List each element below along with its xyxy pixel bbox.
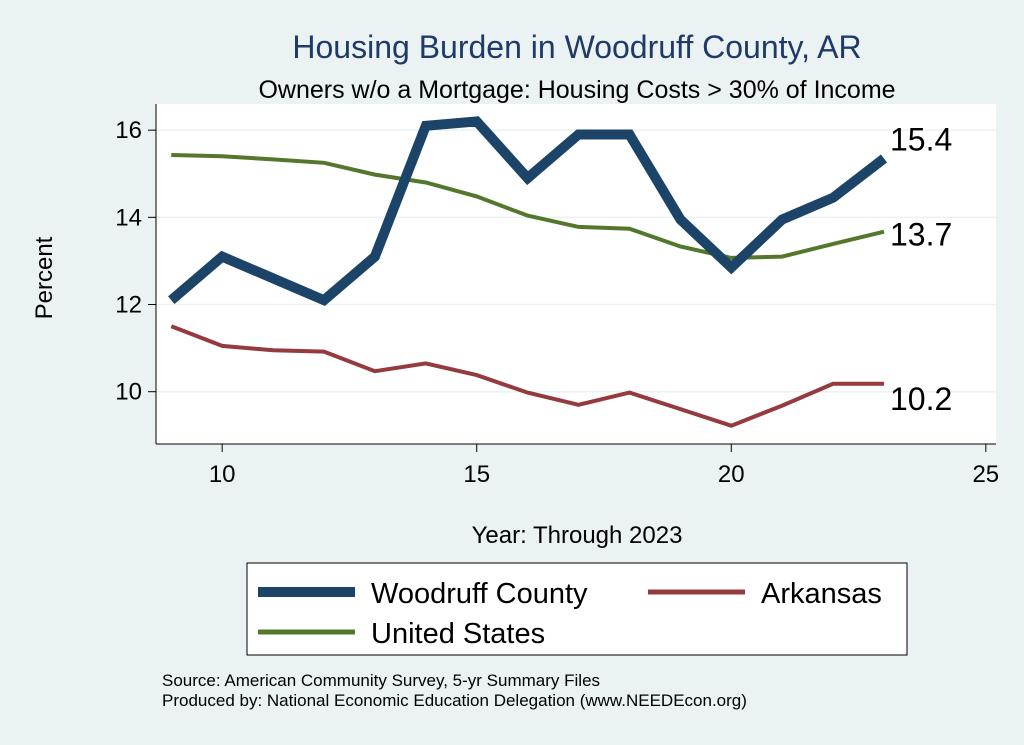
x-tick-label-15: 15 (463, 461, 490, 488)
legend: Woodruff County Arkansas United States (246, 562, 908, 656)
legend-box (246, 562, 908, 656)
y-tick-label-10: 10 (115, 379, 142, 406)
x-tick-label-10: 10 (209, 461, 236, 488)
series-lines (168, 116, 888, 428)
plot-area: 10 12 14 16 10 15 20 25 15.4 13.7 10.2 (115, 104, 999, 488)
produced-by-note: Produced by: National Economic Education… (162, 691, 747, 710)
chart-title: Housing Burden in Woodruff County, AR (292, 29, 861, 65)
end-label-woodruff: 15.4 (890, 121, 952, 157)
legend-label-us: United States (371, 618, 545, 650)
series-line-arkansas (170, 324, 884, 428)
x-tick-label-25: 25 (972, 461, 999, 488)
end-labels: 15.4 13.7 10.2 (890, 121, 952, 416)
axes: 10 12 14 16 10 15 20 25 (115, 104, 999, 488)
series-line-us (171, 153, 885, 260)
series-line-woodruff (168, 116, 888, 307)
chart-subtitle: Owners w/o a Mortgage: Housing Costs > 3… (258, 76, 895, 104)
y-tick-label-16: 16 (115, 117, 142, 144)
y-tick-label-12: 12 (115, 292, 142, 319)
legend-label-woodruff: Woodruff County (371, 578, 588, 610)
y-tick-label-14: 14 (115, 204, 142, 231)
end-label-us: 13.7 (890, 217, 952, 253)
x-tick-label-20: 20 (718, 461, 745, 488)
source-note: Source: American Community Survey, 5-yr … (162, 671, 600, 690)
plot-background (156, 104, 996, 444)
legend-label-arkansas: Arkansas (761, 578, 882, 610)
y-axis-title: Percent (31, 236, 58, 319)
end-label-arkansas: 10.2 (890, 381, 952, 417)
x-axis-title: Year: Through 2023 (472, 522, 683, 549)
